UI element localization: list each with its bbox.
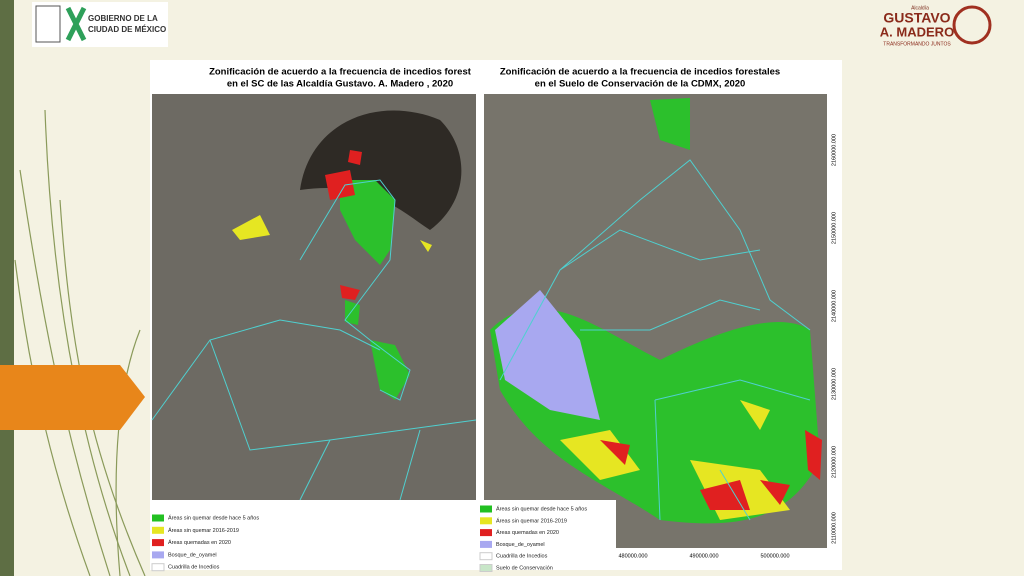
legend-label: Áreas sin quemar desde hace 5 años — [496, 505, 587, 512]
y-coordinate: 2120000.000 — [831, 446, 837, 478]
logo-text: A. MADERO — [880, 24, 954, 39]
burn-zone — [325, 150, 362, 300]
logo-text: GOBIERNO DE LA — [88, 14, 158, 23]
legend-label: Áreas sin quemar 2016-2019 — [168, 527, 239, 534]
left-logo — [32, 2, 168, 47]
logo-emblem — [35, 5, 61, 43]
logo-text: TRANSFORMANDO JUNTOS — [883, 41, 951, 47]
y-coordinate: 2140000.000 — [831, 290, 837, 322]
legend-swatch — [480, 517, 492, 525]
logo-text: CIUDAD DE MÉXICO — [88, 25, 166, 34]
map-title: en el SC de las Alcaldía Gustavo. A. Mad… — [227, 79, 453, 90]
logo-mark — [65, 6, 87, 42]
legend-label: Áreas quemadas en 2020 — [496, 529, 559, 536]
legend-swatch — [152, 514, 164, 522]
legend-label: Cuadrilla de Incedios — [496, 554, 548, 560]
legend-label: Bosque_de_oyamel — [496, 542, 545, 548]
mountain — [300, 110, 462, 230]
legend-swatch — [480, 529, 492, 537]
legend — [152, 500, 476, 570]
legend-swatch — [480, 540, 492, 548]
map-title: Zonificación de acuerdo a la frecuencia … — [500, 67, 780, 78]
boundaries — [151, 179, 477, 501]
burn-zone — [650, 98, 690, 150]
legend-label: Áreas sin quemar 2016-2019 — [496, 517, 567, 524]
orange-arrow — [0, 365, 145, 430]
legend-swatch — [151, 563, 165, 572]
legend-swatch — [152, 526, 164, 534]
legend-label: Cuadrilla de Incedios — [168, 565, 220, 571]
forest-zone — [495, 290, 600, 420]
legend — [476, 500, 616, 570]
x-coordinate: 500000.000 — [760, 553, 789, 559]
legend-swatch — [152, 539, 164, 547]
logo-emblem — [952, 5, 992, 45]
legend-swatch — [480, 505, 492, 513]
y-coordinate: 2160000.000 — [831, 134, 837, 166]
legend-label: Suelo de Conservación — [496, 565, 553, 571]
map-title: Zonificación de acuerdo a la frecuencia … — [209, 67, 472, 78]
map-title: en el Suelo de Conservación de la CDMX, … — [535, 79, 746, 90]
side-bar — [0, 0, 14, 576]
legend-label: Áreas sin quemar desde hace 5 años — [168, 514, 259, 521]
y-coordinate: 2150000.000 — [831, 212, 837, 244]
burn-zone — [600, 430, 822, 510]
logo-text: Alcaldía — [911, 5, 929, 11]
legend-label: Áreas quemadas en 2020 — [168, 539, 231, 546]
boundaries — [499, 159, 811, 521]
burn-zone — [345, 300, 410, 400]
y-coordinate: 2130000.000 — [831, 368, 837, 400]
legend-swatch — [479, 564, 493, 572]
map-axis: 2160000.000 2150000.000 2140000.000 2130000… — [618, 134, 837, 560]
y-coordinate: 2110000.000 — [831, 512, 837, 544]
logo-text: GUSTAVO — [883, 10, 950, 26]
legend-swatch — [479, 552, 493, 561]
legends: Áreas sin quemar desde hace 5 años Áreas … — [151, 505, 587, 572]
burn-zone — [340, 180, 395, 265]
x-coordinate: 490000.000 — [689, 553, 718, 559]
legend-label: Bosque_de_oyamel — [168, 552, 217, 558]
x-coordinate: 480000.000 — [618, 553, 647, 559]
legend-swatch — [152, 551, 164, 559]
